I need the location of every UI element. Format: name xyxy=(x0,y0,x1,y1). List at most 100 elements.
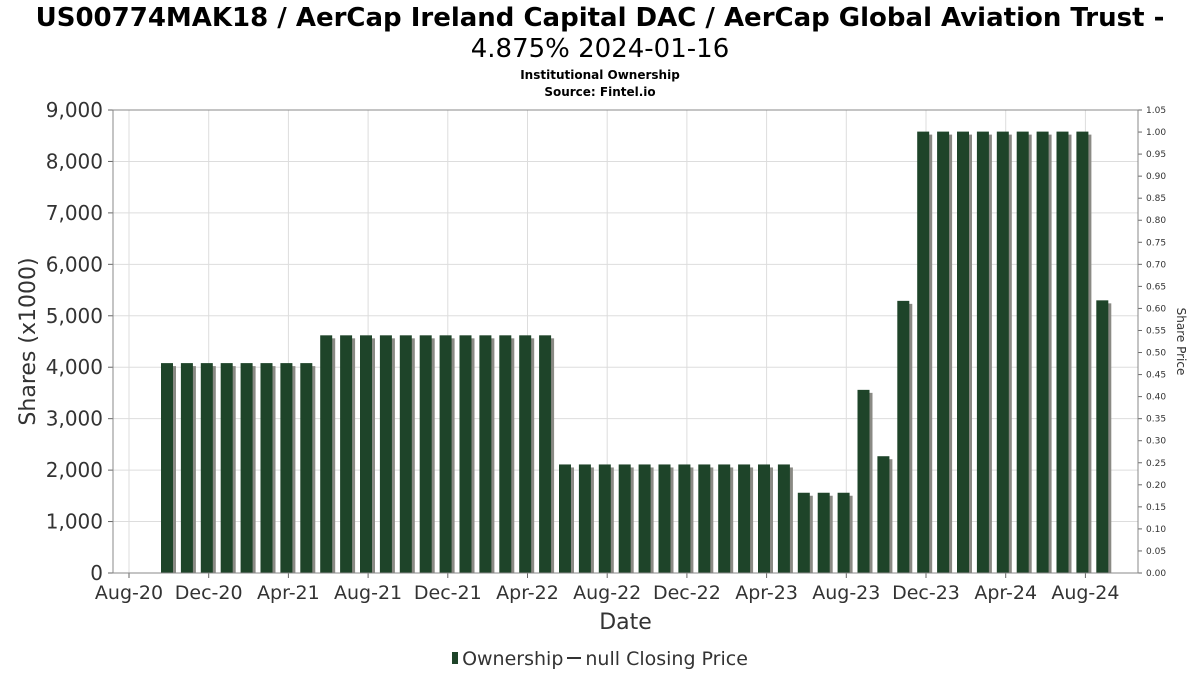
y-tick-label: 7,000 xyxy=(46,201,103,225)
y-tick-label: 2,000 xyxy=(46,458,103,482)
ownership-bar xyxy=(399,335,412,573)
ownership-bar xyxy=(738,464,751,573)
y2-tick-label: 1.00 xyxy=(1146,128,1166,138)
ownership-bar xyxy=(479,335,492,573)
x-tick-label: Dec-21 xyxy=(414,582,482,604)
y-tick-label: 4,000 xyxy=(46,355,103,379)
ownership-bar xyxy=(1096,300,1109,573)
ownership-bar xyxy=(1016,131,1029,573)
x-tick-label: Dec-23 xyxy=(892,582,960,604)
y2-tick-label: 1.05 xyxy=(1146,106,1166,116)
x-tick-label: Dec-20 xyxy=(175,582,243,604)
ownership-bar xyxy=(598,464,611,573)
y-tick-label: 0 xyxy=(90,561,103,585)
ownership-bar xyxy=(718,464,731,573)
x-tick-label: Aug-23 xyxy=(812,582,880,604)
x-tick-label: Apr-22 xyxy=(496,582,559,604)
ownership-bar xyxy=(578,464,591,573)
price-legend-line xyxy=(567,656,582,659)
ownership-bar xyxy=(340,335,353,573)
ownership-bar xyxy=(439,335,452,573)
ownership-bar xyxy=(1076,131,1089,573)
ownership-bar xyxy=(519,335,532,573)
ownership-bar xyxy=(957,131,969,573)
x-tick-label: Aug-20 xyxy=(95,582,163,604)
ownership-bar xyxy=(240,363,253,573)
x-tick-label: Apr-21 xyxy=(257,582,320,604)
chart-title-line-2: 4.875% 2024-01-16 xyxy=(470,34,730,64)
x-tick-label: Dec-22 xyxy=(653,582,721,604)
y2-tick-label: 0.55 xyxy=(1146,326,1166,336)
y2-tick-label: 0.25 xyxy=(1146,459,1166,469)
x-tick-label: Apr-24 xyxy=(974,582,1037,604)
y2-tick-label: 0.60 xyxy=(1146,304,1166,314)
chart-subtitle: Institutional Ownership xyxy=(520,68,680,82)
y-tick-label: 9,000 xyxy=(46,98,103,122)
y2-tick-label: 0.50 xyxy=(1146,349,1166,359)
chart-legend: Ownership null Closing Price xyxy=(0,647,1200,671)
y-tick-label: 6,000 xyxy=(46,252,103,276)
chart-source: Source: Fintel.io xyxy=(544,85,656,99)
y2-tick-label: 0.40 xyxy=(1146,393,1166,403)
y2-tick-label: 0.10 xyxy=(1146,525,1166,535)
ownership-bar xyxy=(360,335,372,573)
x-tick-label: Aug-22 xyxy=(573,582,641,604)
y2-tick-label: 0.80 xyxy=(1146,216,1166,226)
ownership-bar xyxy=(917,131,930,573)
ownership-bar xyxy=(777,464,790,573)
ownership-bar xyxy=(539,335,552,573)
ownership-bar xyxy=(300,363,313,573)
y2-tick-label: 0.35 xyxy=(1146,415,1166,425)
ownership-bar xyxy=(419,335,432,573)
y-tick-label: 5,000 xyxy=(46,304,103,328)
y2-tick-label: 0.20 xyxy=(1146,481,1166,491)
ownership-bar xyxy=(559,464,571,573)
y2-tick-label: 0.15 xyxy=(1146,503,1166,513)
ownership-bar xyxy=(499,335,512,573)
ownership-bar xyxy=(877,456,890,573)
x-axis-title: Date xyxy=(599,610,652,635)
ownership-bar xyxy=(200,363,213,573)
y2-tick-label: 0.75 xyxy=(1146,238,1166,248)
ownership-chart: 0 1,000 2,000 3,000 4,000 5,000 6,000 7,000 8,00… xyxy=(16,98,1188,635)
y2-tick-label: 0.05 xyxy=(1146,547,1166,557)
x-tick-label: Aug-24 xyxy=(1051,582,1119,604)
plot-border xyxy=(112,109,1139,574)
ownership-bar xyxy=(897,300,910,573)
ownership-bar xyxy=(678,464,691,573)
ownership-bar xyxy=(459,335,472,573)
y2-tick-label: 0.65 xyxy=(1146,282,1166,292)
ownership-bar xyxy=(837,492,850,573)
ownership-bar xyxy=(797,492,810,573)
ownership-bar xyxy=(618,464,631,573)
ownership-bar xyxy=(220,363,233,573)
ownership-bar xyxy=(161,363,173,573)
ownership-bar xyxy=(698,464,711,573)
ownership-bar xyxy=(280,363,293,573)
y-tick-label: 1,000 xyxy=(46,510,103,534)
y2-tick-label: 0.85 xyxy=(1146,194,1166,204)
y2-axis-title: Share Price xyxy=(1174,308,1188,376)
ownership-bar xyxy=(1056,131,1069,573)
ownership-bar xyxy=(638,464,651,573)
y-tick-label: 8,000 xyxy=(46,149,103,173)
y2-tick-label: 0.00 xyxy=(1146,569,1166,579)
chart-title-line-1: US00774MAK18 / AerCap Ireland Capital DA… xyxy=(35,3,1165,33)
y2-tick-label: 0.95 xyxy=(1146,150,1166,160)
y2-tick-label: 0.90 xyxy=(1146,172,1166,182)
ownership-bar xyxy=(817,492,830,573)
y2-tick-label: 0.45 xyxy=(1146,371,1166,381)
ownership-bar xyxy=(1036,131,1049,573)
y-tick-label: 3,000 xyxy=(46,407,103,431)
y2-tick-label: 0.30 xyxy=(1146,437,1166,447)
ownership-legend-label: Ownership xyxy=(462,648,564,670)
y2-tick-label: 0.70 xyxy=(1146,260,1166,270)
ownership-bar xyxy=(976,131,989,573)
ownership-legend-swatch xyxy=(452,651,459,664)
y-axis-title: Shares (x1000) xyxy=(16,257,41,425)
ownership-bar xyxy=(937,131,950,573)
x-tick-label: Apr-23 xyxy=(735,582,798,604)
price-legend-label: null Closing Price xyxy=(585,648,748,670)
ownership-bar xyxy=(180,363,193,573)
ownership-bar xyxy=(320,335,333,573)
